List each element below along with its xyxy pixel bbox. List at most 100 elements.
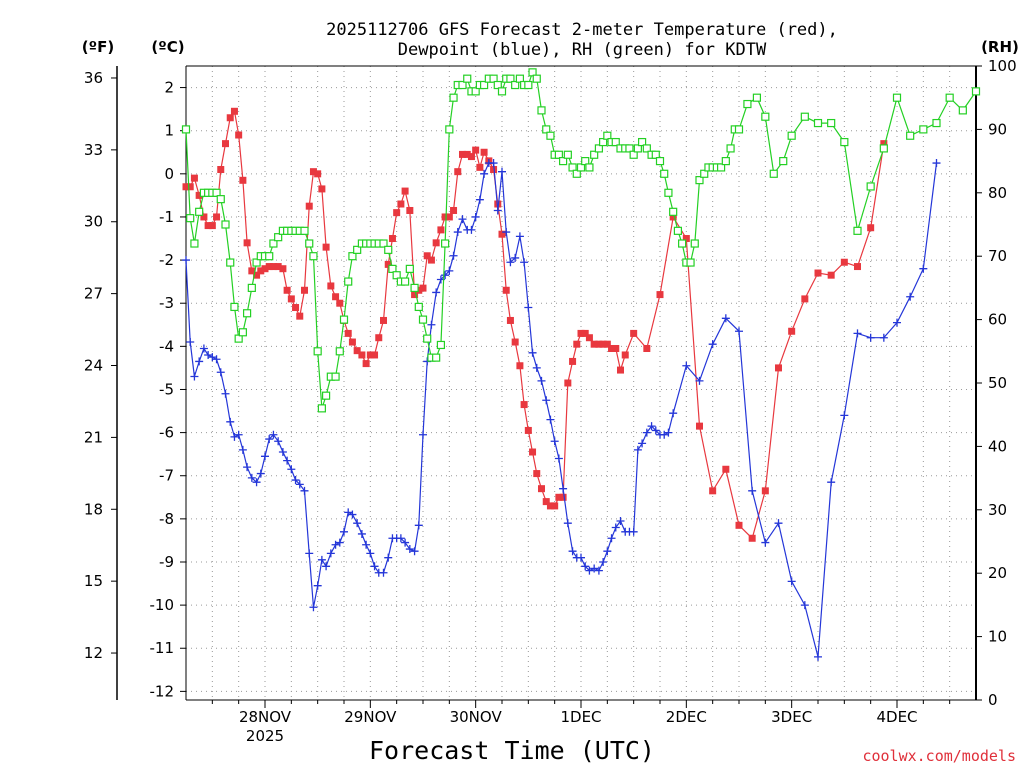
rh-point <box>660 169 669 178</box>
rh-point <box>212 188 221 197</box>
temperature-point <box>511 338 519 346</box>
c-tick-label: -12 <box>150 682 175 700</box>
dewpoint-point <box>660 430 669 439</box>
dewpoint-point <box>577 553 585 562</box>
rh-point <box>603 131 612 140</box>
temperature-point <box>222 140 229 148</box>
temperature-point <box>415 286 423 294</box>
f-tick-label: 27 <box>84 285 103 303</box>
rh-point <box>252 258 261 267</box>
temperature-point <box>336 299 344 307</box>
temperature-point <box>709 487 717 495</box>
temperature-point <box>569 357 577 365</box>
temperature-point <box>735 521 743 529</box>
dewpoint-point <box>866 333 875 342</box>
rh-point <box>524 80 533 90</box>
dewpoint-point <box>384 553 393 562</box>
rh-point <box>761 112 770 121</box>
rh-point <box>633 144 642 153</box>
dewpoint-point <box>599 557 608 566</box>
rh-point <box>432 353 441 362</box>
dewpoint-point <box>247 473 256 482</box>
rh-point <box>479 80 489 90</box>
f-tick-label: 21 <box>84 428 103 446</box>
dewpoint-point <box>199 344 208 353</box>
rh-point <box>642 144 651 153</box>
temperature-point <box>608 344 616 352</box>
rh-unit-label: (RH) <box>981 38 1019 56</box>
x-tick-label: 29NOV <box>344 708 397 726</box>
rh-tick-label: 30 <box>988 501 1007 519</box>
dewpoint-point <box>414 521 423 530</box>
rh-point <box>216 195 225 204</box>
rh-point <box>625 144 634 153</box>
dewpoint-point <box>735 327 743 336</box>
c-tick-label: -8 <box>159 510 174 528</box>
temperature-point <box>520 401 528 409</box>
dewpoint-point <box>515 232 524 241</box>
dewpoint-point <box>287 465 296 474</box>
rh-point <box>743 99 752 109</box>
c-tick-label: 1 <box>164 122 174 140</box>
dewpoint-point <box>594 566 603 575</box>
rh-point <box>410 283 419 292</box>
rh-point <box>493 80 502 90</box>
dewpoint-point <box>528 348 537 357</box>
dewpoint-point <box>204 350 213 359</box>
rh-point <box>695 176 704 185</box>
dewpoint-point <box>370 562 379 571</box>
temperature-point <box>467 153 475 161</box>
dewpoint-point <box>467 225 476 234</box>
dewpoint-point <box>432 288 441 297</box>
temperature-point <box>880 140 888 148</box>
temperature-point <box>235 131 243 139</box>
dewpoint-point <box>396 534 405 543</box>
rh-point <box>226 258 235 267</box>
dewpoint-point <box>243 463 252 472</box>
rh-point <box>594 144 604 153</box>
temperature-point <box>322 243 330 251</box>
dewpoint-point <box>445 266 454 275</box>
temperature-point <box>353 347 361 355</box>
rh-point <box>234 334 243 343</box>
temperature-point <box>287 295 295 303</box>
dewpoint-point <box>629 527 638 536</box>
rh-point <box>655 157 665 166</box>
c-tick-label: -6 <box>159 424 174 442</box>
temperature-point <box>814 269 822 277</box>
dewpoint-point <box>853 329 862 338</box>
dewpoint-point <box>344 508 353 517</box>
temperature-point <box>248 267 256 275</box>
dewpoint-point <box>581 562 590 571</box>
dewpoint-point <box>506 258 515 267</box>
rh-point <box>637 137 647 147</box>
temperature-point <box>577 329 585 337</box>
dewpoint-point <box>212 355 221 364</box>
dewpoint-point <box>190 372 199 381</box>
temperature-point <box>748 534 756 542</box>
x-tick-label: 1DEC <box>560 708 601 726</box>
f-tick-label: 12 <box>84 644 103 662</box>
dewpoint-point <box>919 264 928 273</box>
temperature-point <box>573 340 581 348</box>
temperature-point <box>190 174 198 182</box>
temperature-point <box>801 295 809 303</box>
rh-point <box>247 283 256 292</box>
rh-point <box>331 372 340 381</box>
rh-point <box>418 315 428 324</box>
temperature-point <box>406 206 414 214</box>
temperature-point <box>265 263 273 271</box>
dewpoint-point <box>335 538 344 547</box>
c-tick-label: 2 <box>164 79 174 97</box>
rh-point <box>489 74 498 83</box>
rh-point <box>471 87 480 96</box>
dewpoint-point <box>410 547 419 556</box>
dewpoint-point <box>664 428 673 437</box>
temperature-point <box>445 213 453 221</box>
rh-point <box>690 239 699 248</box>
rh-tick-label: 90 <box>988 120 1007 138</box>
rh-point <box>348 252 357 261</box>
rh-point <box>321 391 331 400</box>
temperature-point <box>362 360 370 368</box>
rh-point <box>317 404 326 413</box>
